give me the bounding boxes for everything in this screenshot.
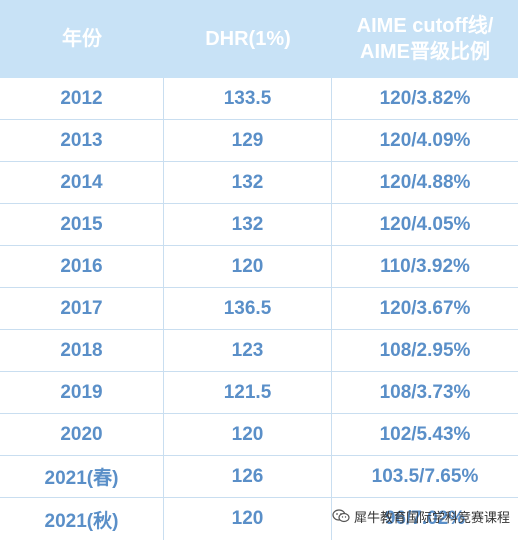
cell-aime: 120/4.88% [379,171,471,193]
cell-dhr: 120 [164,246,332,287]
cell-aime: 96/7.02% [384,508,466,529]
table-row: 2021(秋) 120 96/7.02% [0,498,518,540]
cell-aime: 108/2.95% [379,339,471,361]
cell-dhr: 132 [164,204,332,245]
cell-year: 2015 [0,204,164,245]
cell-aime: 108/3.73% [379,381,471,403]
header-dhr: DHR(1%) [205,28,291,50]
table-row: 2016 120 110/3.92% [0,246,518,288]
cell-year: 2013 [0,120,164,161]
cell-year: 2019 [0,372,164,413]
cell-year: 2021(春) [0,456,164,497]
table-row: 2020 120 102/5.43% [0,414,518,456]
cell-year: 2021(秋) [0,498,164,540]
cell-dhr: 120 [164,414,332,455]
cell-year: 2020 [0,414,164,455]
cell-aime: 120/3.67% [379,297,471,319]
cell-dhr: 123 [164,330,332,371]
cell-aime: 103.5/7.65% [371,465,479,487]
header-aime: AIME cutoff线/ AIME晋级比例 [356,15,494,63]
table-row: 2012 133.5 120/3.82% [0,78,518,120]
table-row: 2018 123 108/2.95% [0,330,518,372]
cell-year: 2016 [0,246,164,287]
cell-dhr: 136.5 [164,288,332,329]
cell-year: 2017 [0,288,164,329]
cell-year: 2014 [0,162,164,203]
cell-aime: 120/4.05% [379,213,471,235]
cell-year: 2012 [0,78,164,119]
table-row: 2014 132 120/4.88% [0,162,518,204]
cell-dhr: 120 [164,498,332,540]
table-header: 年份 DHR(1%) AIME cutoff线/ AIME晋级比例 [0,0,518,78]
cell-dhr: 121.5 [164,372,332,413]
table-row: 2021(春) 126 103.5/7.65% [0,456,518,498]
cell-aime: 110/3.92% [380,255,470,277]
header-year: 年份 [62,28,102,50]
cell-aime: 120/4.09% [379,129,471,151]
watermark-text: 犀牛教育国际学科竞赛课程 [354,510,511,526]
table-row: 2017 136.5 120/3.67% [0,288,518,330]
cell-dhr: 126 [164,456,332,497]
cell-dhr: 132 [164,162,332,203]
table-body: 2012 133.5 120/3.82% 2013 129 120/4.09% 2014 13… [0,78,518,540]
cell-aime: 102/5.43% [379,423,471,445]
table-row: 2019 121.5 108/3.73% [0,372,518,414]
cell-year: 2018 [0,330,164,371]
watermark: 犀牛教育国际学科竞赛课程 [332,503,510,529]
table-row: 2015 132 120/4.05% [0,204,518,246]
cell-dhr: 129 [164,120,332,161]
table-row: 2013 129 120/4.09% [0,120,518,162]
cell-dhr: 133.5 [164,78,332,119]
wechat-icon [332,509,350,523]
cell-aime: 120/3.82% [379,87,471,109]
